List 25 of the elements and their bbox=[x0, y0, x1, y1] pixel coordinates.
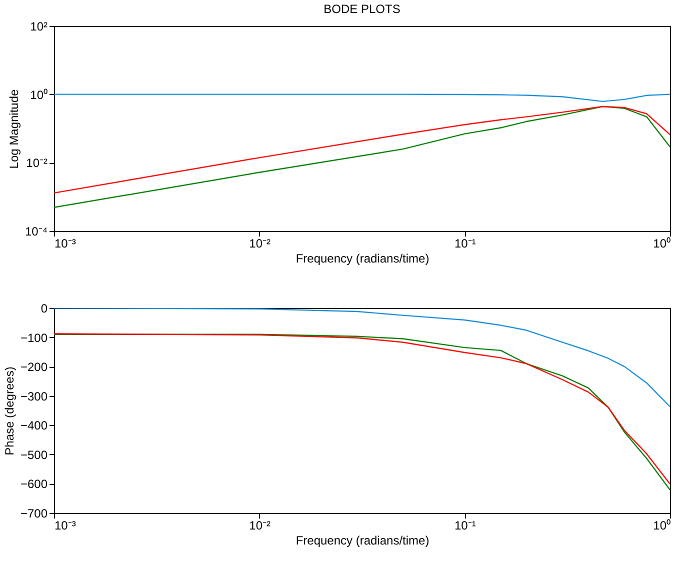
y-tick-label: 0 bbox=[40, 302, 48, 316]
y-tick-label: 10⁻² bbox=[26, 156, 48, 170]
y-tick-label: −500 bbox=[20, 448, 48, 462]
y-tick-label: 10⁻⁴ bbox=[24, 224, 48, 238]
y-axis-title: Log Magnitude bbox=[6, 88, 21, 169]
y-tick-label: −100 bbox=[20, 330, 48, 345]
chart-title: BODE PLOTS bbox=[324, 2, 400, 16]
y-tick-label: 10⁰ bbox=[30, 88, 48, 102]
x-tick-label: 10⁻¹ bbox=[454, 236, 476, 250]
x-tick-label: 10⁻² bbox=[249, 518, 271, 532]
y-tick-label: −600 bbox=[20, 477, 48, 492]
x-tick-label: 10⁻¹ bbox=[454, 518, 476, 532]
x-tick-label: 10⁻³ bbox=[54, 236, 76, 250]
y-tick-label: −200 bbox=[20, 360, 48, 374]
x-tick-label: 10⁰ bbox=[653, 518, 670, 532]
y-tick-label: −400 bbox=[20, 418, 48, 433]
x-tick-label: 10⁻³ bbox=[54, 518, 76, 532]
x-axis-title: Frequency (radians/time) bbox=[296, 534, 430, 548]
y-tick-label: 10² bbox=[30, 20, 48, 34]
y-tick-label: −300 bbox=[20, 389, 48, 404]
x-tick-label: 10⁰ bbox=[653, 236, 670, 250]
x-axis-title: Frequency (radians/time) bbox=[296, 252, 430, 266]
y-axis-title: Phase (degrees) bbox=[2, 366, 16, 456]
y-tick-label: −700 bbox=[20, 506, 48, 520]
x-tick-label: 10⁻² bbox=[249, 236, 271, 250]
